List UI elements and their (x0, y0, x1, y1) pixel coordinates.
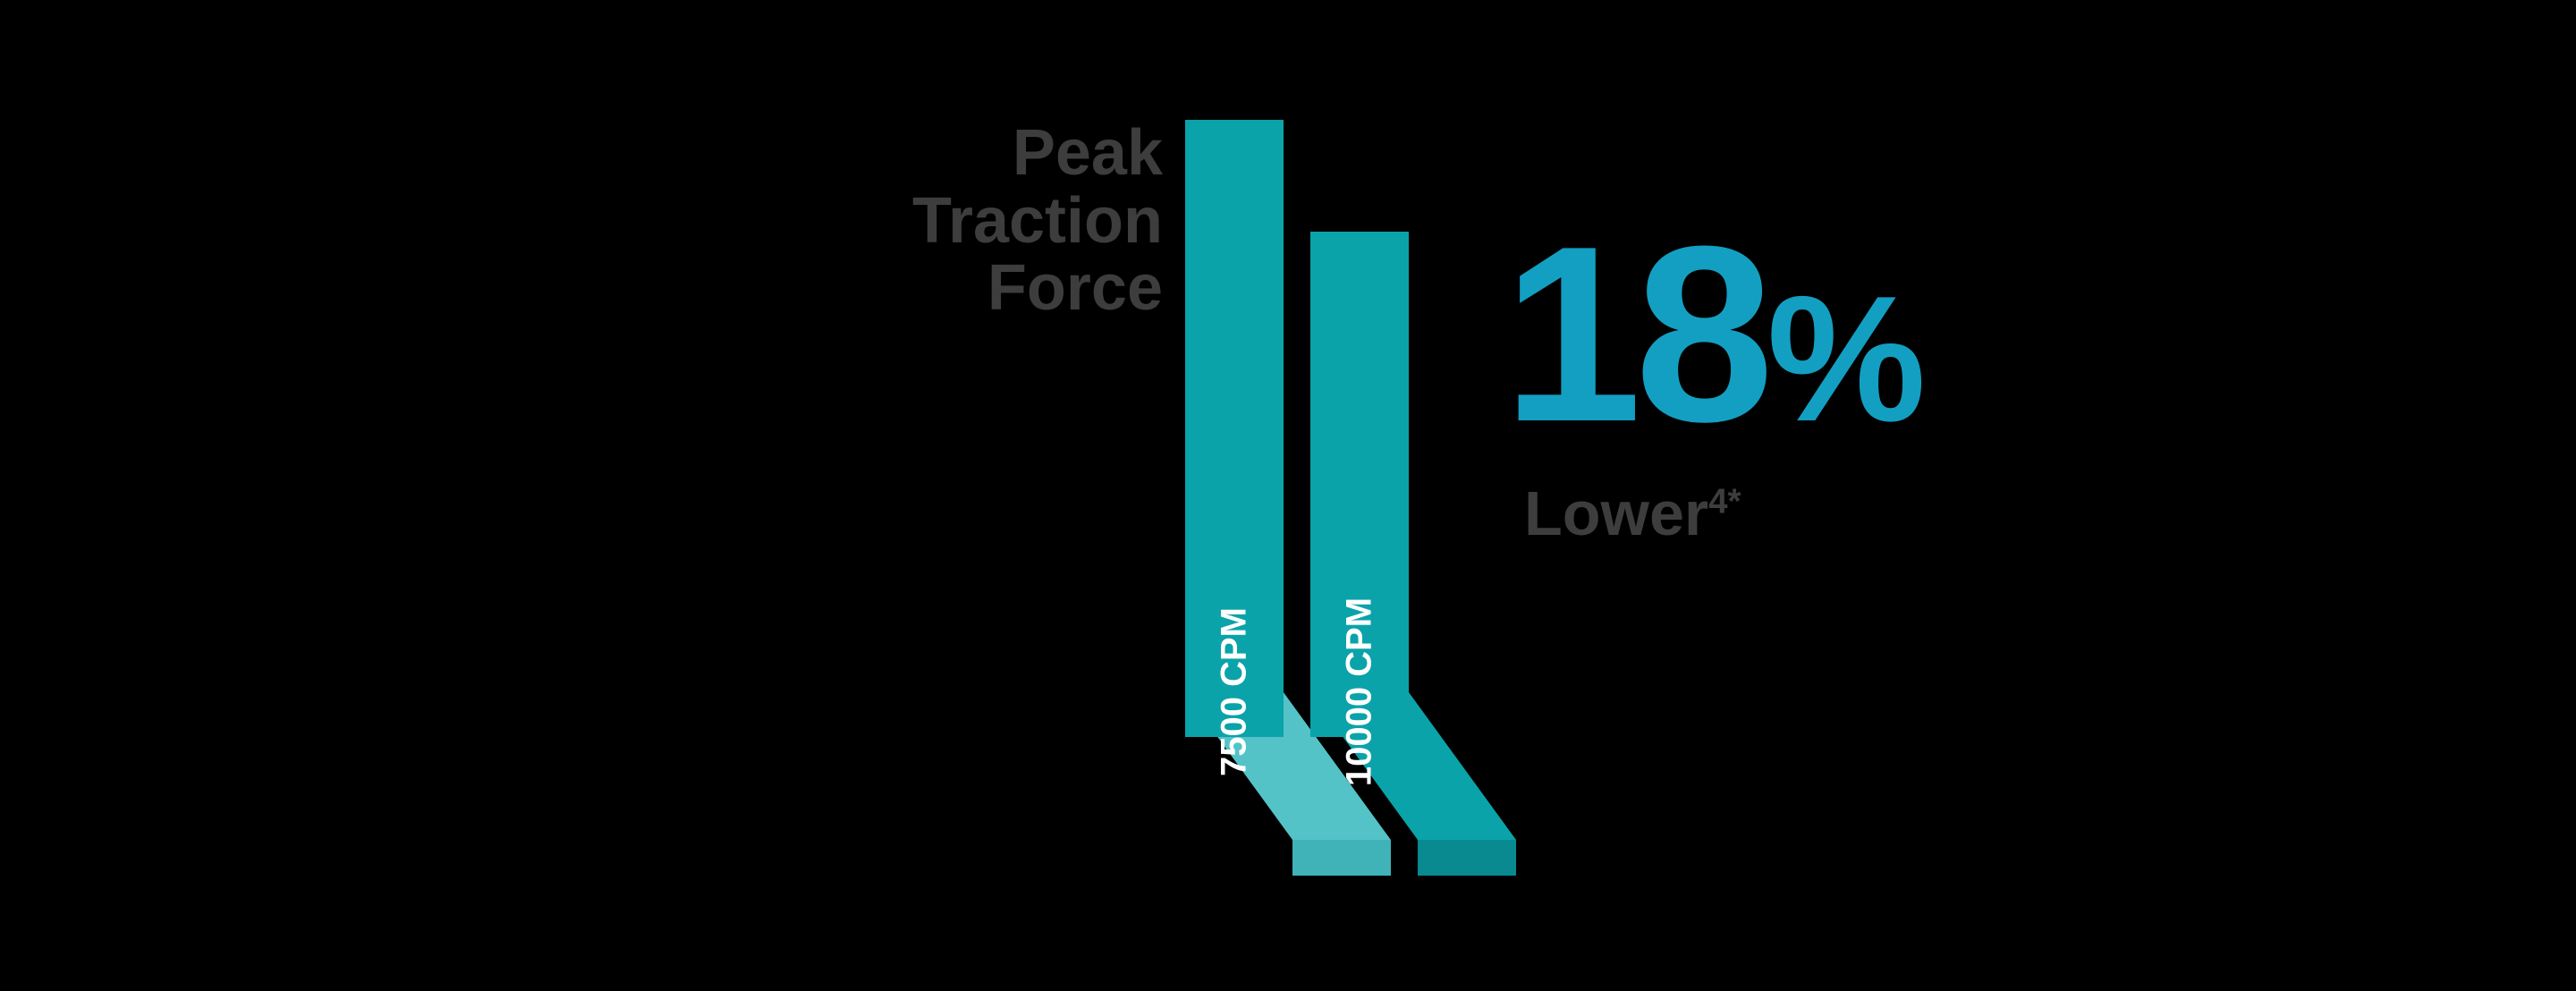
infographic-container: Peak Traction Force 7500 CPM 10000 CPM (662, 93, 1914, 898)
base1-side (1292, 840, 1391, 876)
stat-percent: % (1767, 259, 1922, 459)
stat-number: 18% (1503, 209, 1922, 460)
stat-value: 18 (1503, 195, 1767, 474)
bars-area: 7500 CPM 10000 CPM (1185, 111, 1418, 880)
bar-10000: 10000 CPM (1310, 232, 1409, 737)
title-line-1: Peak (662, 120, 1163, 188)
stat-caption-sup: 4* (1708, 483, 1741, 521)
stat-caption-text: Lower (1524, 479, 1708, 548)
comparison-bracket (1284, 111, 1516, 254)
chart-title: Peak Traction Force (662, 120, 1163, 323)
stat-caption: Lower4* (1524, 478, 1922, 549)
bar-7500-label: 7500 CPM (1215, 607, 1255, 776)
base2-side (1418, 840, 1516, 876)
title-line-3: Force (662, 255, 1163, 323)
stat-block: 18% Lower4* (1503, 209, 1922, 549)
title-line-2: Traction (662, 188, 1163, 256)
bar-10000-label: 10000 CPM (1340, 597, 1380, 786)
bar-7500: 7500 CPM (1185, 120, 1284, 737)
